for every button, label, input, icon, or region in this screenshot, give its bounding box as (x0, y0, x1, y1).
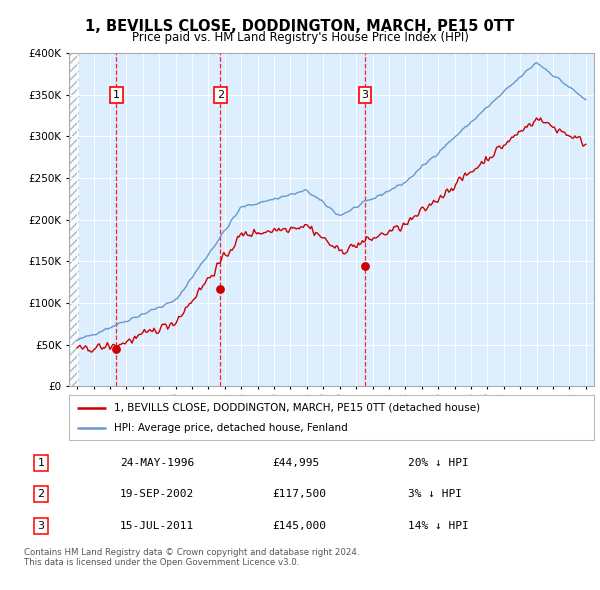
Text: 20% ↓ HPI: 20% ↓ HPI (407, 458, 468, 468)
Text: 3: 3 (361, 90, 368, 100)
Text: £145,000: £145,000 (272, 521, 326, 531)
Text: 1, BEVILLS CLOSE, DODDINGTON, MARCH, PE15 0TT: 1, BEVILLS CLOSE, DODDINGTON, MARCH, PE1… (85, 19, 515, 34)
Point (112, 344, 121, 353)
Text: 3: 3 (37, 521, 44, 531)
Text: 19-SEP-2002: 19-SEP-2002 (120, 489, 194, 499)
Text: 1, BEVILLS CLOSE, DODDINGTON, MARCH, PE15 0TT (detached house): 1, BEVILLS CLOSE, DODDINGTON, MARCH, PE1… (113, 403, 480, 412)
Text: 1: 1 (37, 458, 44, 468)
Point (215, 284, 225, 293)
Text: HPI: Average price, detached house, Fenland: HPI: Average price, detached house, Fenl… (113, 423, 347, 433)
Text: 15-JUL-2011: 15-JUL-2011 (120, 521, 194, 531)
Text: 14% ↓ HPI: 14% ↓ HPI (407, 521, 468, 531)
Text: Contains HM Land Registry data © Crown copyright and database right 2024.
This d: Contains HM Land Registry data © Crown c… (24, 548, 359, 567)
Text: £44,995: £44,995 (272, 458, 319, 468)
Text: Price paid vs. HM Land Registry's House Price Index (HPI): Price paid vs. HM Land Registry's House … (131, 31, 469, 44)
Point (360, 261, 370, 270)
Text: £117,500: £117,500 (272, 489, 326, 499)
Text: 1: 1 (113, 90, 120, 100)
Text: 2: 2 (217, 90, 224, 100)
Text: 2: 2 (37, 489, 44, 499)
Text: 3% ↓ HPI: 3% ↓ HPI (407, 489, 461, 499)
Text: 24-MAY-1996: 24-MAY-1996 (120, 458, 194, 468)
